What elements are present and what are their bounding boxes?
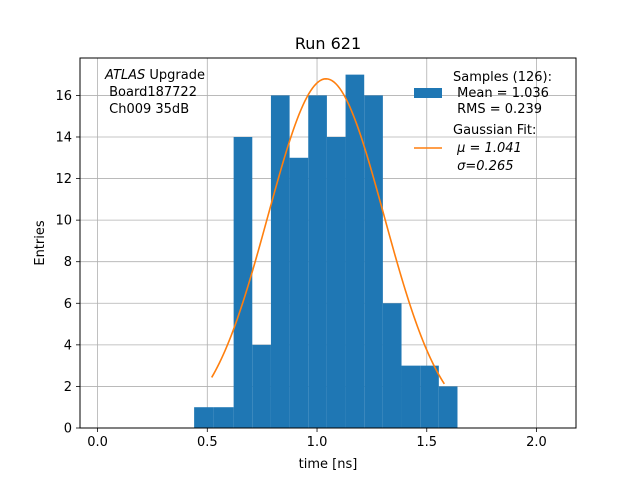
histogram-bar [326, 136, 346, 428]
histogram-bars [194, 74, 458, 429]
y-tick-label: 12 [55, 172, 72, 187]
legend-fit-mu: μ = 1.041 [453, 141, 522, 156]
y-tick-label: 6 [64, 297, 72, 312]
annotation-upgrade: Upgrade [145, 68, 205, 83]
annotation-line-1: ATLAS Upgrade [104, 68, 205, 83]
annotation-line-2: Board187722 [105, 85, 197, 100]
legend-histogram-mean: Mean = 1.036 [453, 86, 549, 101]
histogram-bar [233, 136, 253, 428]
histogram-bar [382, 303, 402, 428]
plot-frame [79, 57, 577, 429]
histogram-bar [345, 74, 365, 428]
x-tick-label: 1.5 [416, 435, 437, 450]
x-tick-label: 0.5 [197, 435, 218, 450]
experiment-annotation: ATLAS Upgrade Board187722 Ch009 35dB [104, 68, 205, 117]
y-axis-label: Entries [33, 220, 48, 266]
histogram-bar [194, 407, 214, 428]
annotation-line-3: Ch009 35dB [105, 102, 189, 117]
histogram-bar [364, 95, 383, 428]
histogram-bar [213, 407, 234, 428]
gaussian-fit-line [210, 77, 445, 385]
x-axis-label: time [ns] [299, 457, 358, 472]
legend-fit-sigma: σ=0.265 [453, 159, 513, 174]
y-tick-label: 2 [64, 380, 72, 395]
legend-fit-label: Gaussian Fit: [453, 123, 536, 138]
x-axis-ticks: 0.0 0.5 1.0 1.5 2.0 [87, 428, 547, 450]
x-tick-label: 0.0 [87, 435, 108, 450]
y-tick-label: 8 [64, 255, 72, 270]
histogram-bar [438, 386, 458, 428]
y-tick-label: 10 [55, 214, 72, 229]
histogram-bar [308, 95, 327, 428]
legend-histogram-label: Samples (126): [453, 70, 552, 85]
y-tick-label: 16 [55, 89, 72, 104]
annotation-atlas: ATLAS [104, 68, 145, 83]
y-tick-label: 4 [64, 338, 72, 353]
histogram-bar [252, 344, 271, 428]
gaussian-fit [210, 77, 445, 385]
y-tick-label: 14 [55, 130, 72, 145]
histogram-bar [401, 365, 421, 428]
x-tick-label: 2.0 [526, 435, 547, 450]
y-tick-label: 0 [64, 422, 72, 437]
legend-histogram-swatch [414, 88, 442, 98]
legend-histogram-rms: RMS = 0.239 [453, 102, 542, 117]
histogram-bar [270, 95, 290, 428]
chart-title: Run 621 [295, 34, 361, 53]
y-axis-ticks: 0 2 4 6 8 10 12 14 16 [55, 89, 80, 437]
legend: Samples (126): Mean = 1.036 RMS = 0.239 … [414, 70, 552, 174]
histogram-bar [420, 365, 439, 428]
histogram-bar [289, 157, 309, 429]
x-tick-label: 1.0 [307, 435, 328, 450]
